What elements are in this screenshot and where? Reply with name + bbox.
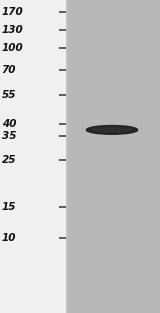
Text: 25: 25 xyxy=(2,155,16,165)
Text: 10: 10 xyxy=(2,233,16,243)
Text: 130: 130 xyxy=(2,25,23,35)
Text: 100: 100 xyxy=(2,43,23,53)
Ellipse shape xyxy=(86,126,138,134)
Bar xyxy=(0,0,66,313)
Text: 15: 15 xyxy=(2,202,16,212)
Text: 70: 70 xyxy=(2,65,16,75)
Text: 40: 40 xyxy=(2,119,16,129)
Text: 170: 170 xyxy=(2,7,23,17)
Text: 55: 55 xyxy=(2,90,16,100)
Ellipse shape xyxy=(94,128,130,132)
Text: 35: 35 xyxy=(2,131,16,141)
